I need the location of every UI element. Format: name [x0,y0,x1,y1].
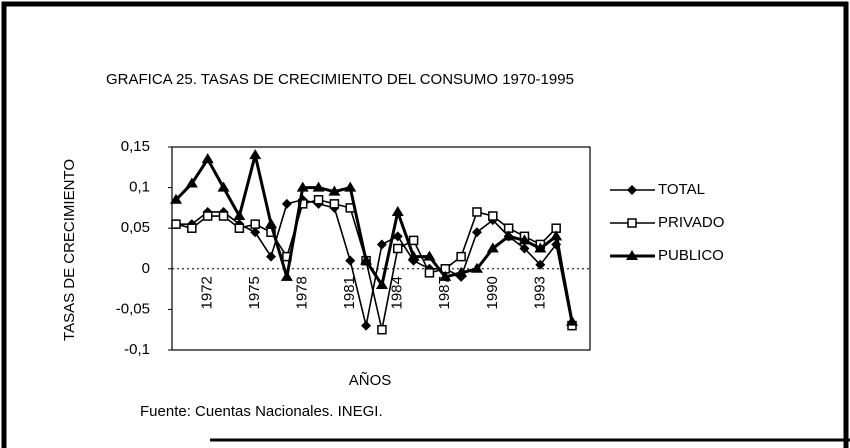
point [360,254,373,265]
y-tick-label: 0,15 [121,138,150,155]
point [233,210,246,221]
x-tick-label: 1990 [484,276,501,309]
point [455,266,468,277]
point [377,324,387,335]
point [519,243,530,254]
point [566,315,578,326]
point [408,235,419,246]
point [250,219,260,229]
chart-title: GRAFICA 25. TASAS DE CRECIMIENTO DEL CON… [106,71,574,88]
point [375,279,388,290]
point [423,250,436,261]
y-axis-label: TASAS DE CRECIMIENTO [61,159,78,341]
point [329,199,340,209]
point [392,231,403,242]
point [393,243,403,254]
point [281,198,292,209]
point [201,153,214,164]
point [250,227,261,238]
point [296,181,309,192]
point [345,255,356,266]
point [202,211,213,221]
legend-label: PUBLICO [658,247,724,264]
point [502,230,515,241]
point [518,234,531,245]
x-tick-label: 1984 [389,276,406,309]
y-tick-label: 0,1 [129,179,150,196]
point [534,242,547,253]
legend-marker [627,185,637,195]
point [187,223,197,233]
point [171,219,181,229]
point [471,227,482,238]
legend-label: TOTAL [658,181,705,198]
point [280,270,293,281]
point [249,149,262,160]
plot-area [171,146,591,351]
x-tick-label: 1993 [531,276,548,309]
x-tick-label: 1975 [246,276,263,309]
point [439,270,452,281]
y-tick-label: 0 [142,260,150,277]
legend-marker [627,218,637,228]
point [185,177,198,188]
point [344,181,357,192]
x-tick-label: 1981 [341,276,358,309]
legend-marker [626,250,638,260]
point [470,262,483,273]
source-note: Fuente: Cuentas Nacionales. INEGI. [140,403,383,420]
point [265,218,278,229]
point [488,211,498,221]
point [312,181,325,192]
point [486,242,499,253]
point [313,195,324,205]
point [376,239,387,250]
legend-label: PRIVADO [658,214,724,231]
point [550,230,563,241]
y-tick-label: 0,05 [121,219,150,236]
point [170,193,182,204]
point [234,223,245,233]
point [472,207,482,217]
y-tick-label: -0,1 [124,341,150,358]
x-axis-label: AÑOS [349,372,392,389]
x-tick-label: 1972 [199,276,216,309]
y-tick-label: -0,05 [116,300,150,317]
point [424,268,435,278]
point [361,320,372,331]
point [217,181,230,192]
x-tick-label: 1978 [294,276,311,309]
point [218,211,229,221]
point [328,185,341,196]
point [266,251,277,262]
x-tick-label: 1987 [436,276,453,309]
point [456,251,466,262]
point [391,205,404,216]
point [535,259,546,270]
point [407,250,420,261]
